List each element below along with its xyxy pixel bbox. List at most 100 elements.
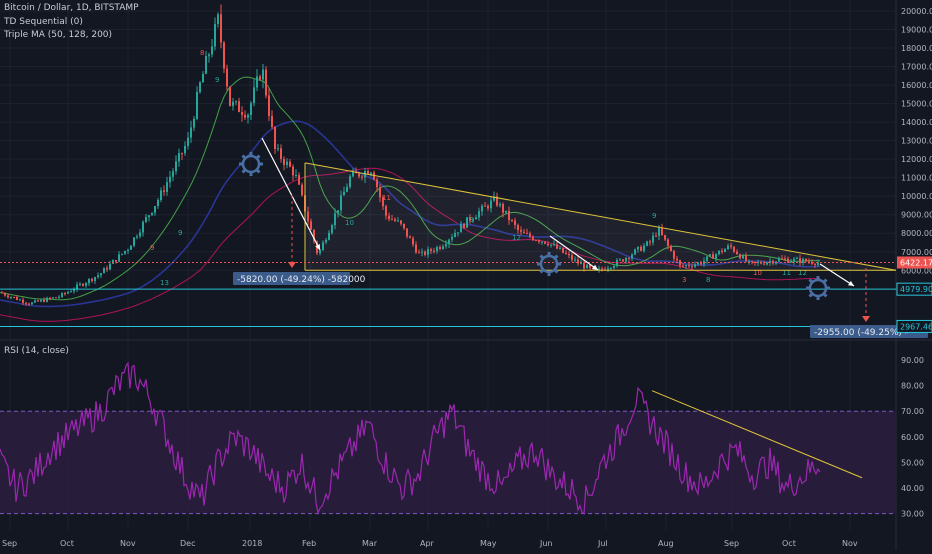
- gear-tooth: [816, 276, 820, 281]
- candle-body: [439, 246, 441, 249]
- candle-body: [535, 240, 537, 242]
- candle-body: [181, 153, 183, 155]
- candle-body: [478, 211, 480, 218]
- candle-body: [571, 255, 573, 260]
- candle-body: [244, 114, 246, 118]
- candle-body: [112, 259, 114, 264]
- candle-body: [268, 95, 270, 117]
- gear-tooth: [249, 152, 253, 157]
- price-tick-label: 17000.00: [901, 63, 932, 72]
- price-tick-label: 13000.00: [901, 137, 932, 146]
- measure-label-1: -5820.00 (-49.24%) -582000: [237, 275, 366, 285]
- level2-badge-border: [896, 319, 932, 333]
- candle-body: [550, 244, 552, 246]
- candle-body: [445, 244, 447, 247]
- candle-body: [106, 268, 108, 270]
- candle-body: [13, 296, 15, 298]
- candle-body: [352, 171, 354, 177]
- candle-body: [736, 251, 738, 255]
- candle-body: [226, 68, 228, 87]
- gear-tooth: [547, 271, 551, 276]
- candle-body: [493, 196, 495, 201]
- candle-body: [634, 249, 636, 255]
- candle-body: [127, 249, 129, 251]
- price-tick-label: 8000.00: [901, 229, 932, 238]
- down-arrow-head: [848, 280, 854, 286]
- candle-body: [1, 292, 3, 294]
- candle-body: [91, 278, 93, 281]
- candle-body: [52, 297, 54, 299]
- price-tick-label: 7000.00: [901, 248, 932, 257]
- candle-body: [433, 250, 435, 252]
- candle-body: [694, 264, 696, 267]
- candle-body: [310, 221, 312, 230]
- gear-tooth: [547, 252, 551, 257]
- candle-body: [247, 114, 249, 118]
- candle-body: [691, 266, 693, 268]
- candle-body: [70, 291, 72, 293]
- td-count-label: 12: [512, 234, 521, 242]
- level1-badge-border: [896, 282, 932, 296]
- candle-body: [292, 166, 294, 176]
- candle-body: [61, 293, 63, 297]
- candle-body: [817, 262, 819, 265]
- gear-icon: [806, 276, 830, 300]
- td-count-label: 8: [200, 49, 204, 57]
- candle-body: [88, 278, 90, 284]
- candle-body: [511, 220, 513, 222]
- rsi-band: [0, 411, 896, 514]
- candle-body: [277, 148, 279, 150]
- candle-body: [193, 118, 195, 128]
- candle-body: [442, 246, 444, 249]
- candle-body: [7, 295, 9, 298]
- candle-body: [289, 161, 291, 167]
- candle-body: [349, 176, 351, 187]
- candle-body: [799, 258, 801, 264]
- candle-body: [409, 236, 411, 239]
- candle-body: [331, 225, 333, 233]
- rsi-legend: RSI (14, close): [4, 346, 69, 356]
- time-tick-label: Aug: [658, 539, 674, 548]
- candle-body: [301, 184, 303, 196]
- candle-body: [214, 23, 216, 47]
- candle-body: [163, 190, 165, 192]
- candle-body: [202, 73, 204, 83]
- candle-body: [643, 245, 645, 251]
- triple-ma-legend: Triple MA (50, 128, 200): [4, 30, 113, 40]
- candle-body: [319, 250, 321, 254]
- candle-body: [721, 250, 723, 253]
- candle-body: [10, 296, 12, 298]
- time-tick-label: Sep: [2, 539, 17, 548]
- time-tick-label: 2018: [242, 539, 262, 548]
- rsi-tick-label: 70.00: [901, 407, 924, 416]
- candle-body: [745, 255, 747, 262]
- candle-body: [190, 127, 192, 138]
- candle-body: [526, 233, 528, 235]
- candle-body: [733, 246, 735, 252]
- candle-body: [712, 254, 714, 259]
- candle-body: [382, 197, 384, 207]
- candle-body: [748, 260, 750, 262]
- candle-body: [271, 116, 273, 128]
- candle-body: [286, 161, 288, 165]
- candle-body: [742, 255, 744, 259]
- candle-body: [394, 219, 396, 221]
- candle-body: [253, 87, 255, 104]
- down-arrow-head: [315, 244, 320, 250]
- time-tick-label: Oct: [60, 539, 74, 548]
- candle-body: [4, 293, 6, 296]
- candle-body: [274, 127, 276, 149]
- candle-body: [808, 261, 810, 263]
- candle-body: [109, 263, 111, 270]
- candle-body: [103, 268, 105, 274]
- candle-body: [427, 249, 429, 255]
- candle-body: [517, 224, 519, 231]
- candle-body: [796, 258, 798, 260]
- candle-body: [346, 186, 348, 192]
- candle-body: [172, 171, 174, 177]
- candle-body: [466, 217, 468, 228]
- rsi-tick-label: 60.00: [901, 433, 924, 442]
- candle-body: [37, 300, 39, 302]
